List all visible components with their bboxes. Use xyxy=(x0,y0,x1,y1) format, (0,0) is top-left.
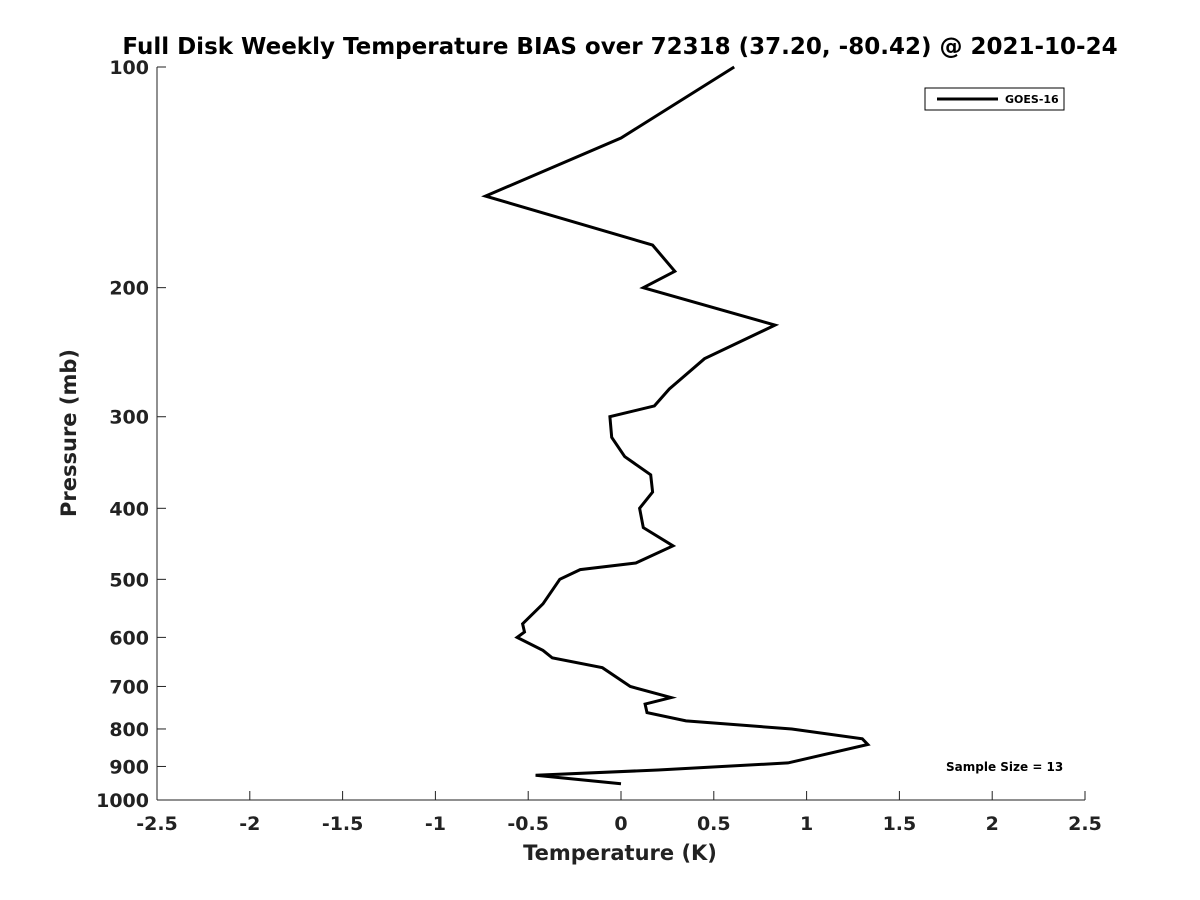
y-tick-label: 1000 xyxy=(96,790,149,812)
x-tick-label: 0.5 xyxy=(697,813,731,835)
x-tick-label: 2.5 xyxy=(1068,813,1102,835)
y-tick-label: 400 xyxy=(109,498,149,520)
y-tick-label: 700 xyxy=(109,676,149,698)
x-tick-label: -2.5 xyxy=(136,813,178,835)
x-tick-label: -1.5 xyxy=(322,813,364,835)
sample-size-annotation: Sample Size = 13 xyxy=(946,760,1063,774)
axes xyxy=(156,67,1085,801)
chart-title: Full Disk Weekly Temperature BIAS over 7… xyxy=(122,34,1117,60)
y-tick-label: 900 xyxy=(109,756,149,778)
series-line-goes16 xyxy=(481,65,871,786)
y-tick-label: 500 xyxy=(109,569,149,591)
y-tick-label: 200 xyxy=(109,278,149,300)
legend: GOES-16 xyxy=(924,87,1065,111)
x-tick-label: -1 xyxy=(425,813,446,835)
x-ticks: -2.5 -2 -1.5 -1 -0.5 0 0.5 1 1.5 2 2.5 xyxy=(136,791,1102,835)
x-tick-label: -0.5 xyxy=(507,813,549,835)
y-tick-label: 600 xyxy=(109,627,149,649)
x-tick-label: 1.5 xyxy=(883,813,917,835)
y-tick-label: 100 xyxy=(109,57,149,79)
plot-area xyxy=(481,65,871,786)
x-tick-label: 0 xyxy=(614,813,627,835)
y-tick-label: 300 xyxy=(109,407,149,429)
y-ticks: 100 200 300 400 500 600 700 800 900 1000 xyxy=(96,57,166,812)
legend-label-goes16: GOES-16 xyxy=(1005,93,1059,106)
x-tick-label: 2 xyxy=(986,813,999,835)
x-axis-label: Temperature (K) xyxy=(523,841,717,865)
y-axis-label: Pressure (mb) xyxy=(57,349,81,517)
x-tick-label: -2 xyxy=(239,813,260,835)
x-tick-label: 1 xyxy=(800,813,813,835)
y-tick-label: 800 xyxy=(109,719,149,741)
